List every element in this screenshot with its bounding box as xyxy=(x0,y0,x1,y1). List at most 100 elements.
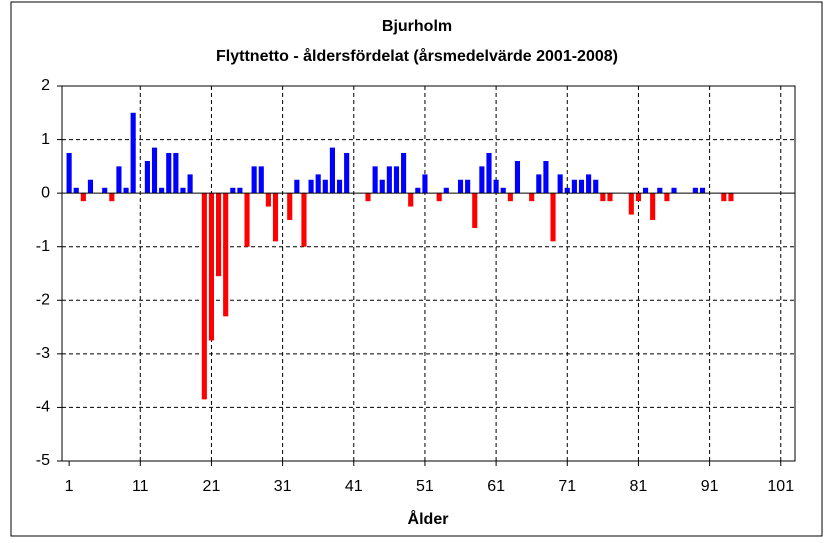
bar xyxy=(180,187,186,194)
bar xyxy=(294,179,300,194)
bar xyxy=(87,179,94,194)
bar xyxy=(465,179,471,194)
bar xyxy=(237,187,243,194)
bar xyxy=(728,193,734,202)
bar xyxy=(244,193,250,247)
bar xyxy=(265,193,271,207)
bar xyxy=(201,193,207,400)
bar xyxy=(657,187,663,194)
bar xyxy=(671,187,677,194)
bar xyxy=(315,174,321,194)
bar xyxy=(123,187,129,194)
bar xyxy=(379,179,385,194)
bar xyxy=(514,161,521,194)
chart-frame xyxy=(10,1,823,537)
bar xyxy=(493,179,499,194)
bar xyxy=(329,147,335,194)
bar xyxy=(66,152,72,194)
bar xyxy=(216,193,222,277)
x-axis-label: Ålder xyxy=(408,509,449,528)
y-tick-label: -5 xyxy=(36,452,50,469)
bar xyxy=(550,193,556,242)
bar xyxy=(208,193,215,341)
bar xyxy=(642,187,649,194)
y-tick-label: -2 xyxy=(36,292,50,309)
bar xyxy=(564,187,570,194)
x-tick-label: 11 xyxy=(132,478,149,495)
bar xyxy=(436,193,442,202)
bar xyxy=(344,152,350,194)
x-tick-label: 91 xyxy=(701,478,719,495)
bar xyxy=(386,166,392,194)
bar xyxy=(699,187,706,194)
bar xyxy=(457,179,464,194)
bar xyxy=(692,187,698,194)
bar xyxy=(578,179,585,194)
bar xyxy=(443,187,449,194)
bar xyxy=(600,193,606,202)
bar xyxy=(144,161,150,194)
x-tick-label: 61 xyxy=(487,478,505,495)
bar xyxy=(102,187,108,194)
bar xyxy=(230,187,236,194)
x-tick-label: 101 xyxy=(767,478,794,495)
bar xyxy=(721,193,727,202)
bar xyxy=(529,193,535,202)
bar xyxy=(422,174,428,194)
bar xyxy=(336,179,343,194)
bar xyxy=(80,193,86,202)
x-tick-label: 21 xyxy=(203,478,221,495)
bar xyxy=(130,112,136,194)
y-tick-label: -4 xyxy=(36,399,50,416)
bar xyxy=(557,174,563,194)
y-tick-label: 2 xyxy=(41,77,50,94)
bar xyxy=(664,193,670,202)
bar xyxy=(586,174,592,194)
bar xyxy=(223,193,229,317)
plot-area xyxy=(61,85,796,462)
bar xyxy=(159,187,165,194)
bar xyxy=(401,152,407,194)
bar xyxy=(479,166,485,194)
bar xyxy=(251,166,257,194)
bar xyxy=(365,193,371,202)
bar xyxy=(258,166,264,194)
x-tick-label: 41 xyxy=(345,478,363,495)
bar xyxy=(635,193,641,202)
bar xyxy=(571,179,577,194)
bar xyxy=(166,152,172,194)
bar xyxy=(116,166,122,194)
bar xyxy=(109,193,115,202)
bar xyxy=(628,193,634,215)
x-tick-label: 71 xyxy=(558,478,576,495)
bar xyxy=(500,187,506,194)
bar xyxy=(151,147,158,194)
bar xyxy=(415,187,421,194)
y-tick-label: -1 xyxy=(36,238,50,255)
bar xyxy=(322,179,328,194)
bar xyxy=(393,166,400,194)
bar xyxy=(301,193,307,247)
y-tick-label: 1 xyxy=(41,131,50,148)
bar xyxy=(408,193,414,207)
bar xyxy=(607,193,613,202)
bar xyxy=(308,179,314,194)
bar xyxy=(536,174,542,194)
bar xyxy=(543,161,549,194)
x-tick-label: 81 xyxy=(630,478,648,495)
bar xyxy=(372,166,378,194)
bar xyxy=(593,179,599,194)
x-tick-label: 1 xyxy=(65,478,74,495)
x-tick-label: 31 xyxy=(274,478,292,495)
y-tick-label: 0 xyxy=(41,184,50,201)
bar xyxy=(486,152,492,194)
chart-subtitle: Flyttnetto - åldersfördelat (årsmedelvär… xyxy=(216,47,618,65)
y-tick-label: -3 xyxy=(36,345,50,362)
bar xyxy=(287,193,293,220)
bar xyxy=(507,193,513,202)
chart-title: Bjurholm xyxy=(382,18,452,35)
bar xyxy=(73,187,79,194)
bar xyxy=(472,193,478,228)
bar xyxy=(173,152,179,194)
